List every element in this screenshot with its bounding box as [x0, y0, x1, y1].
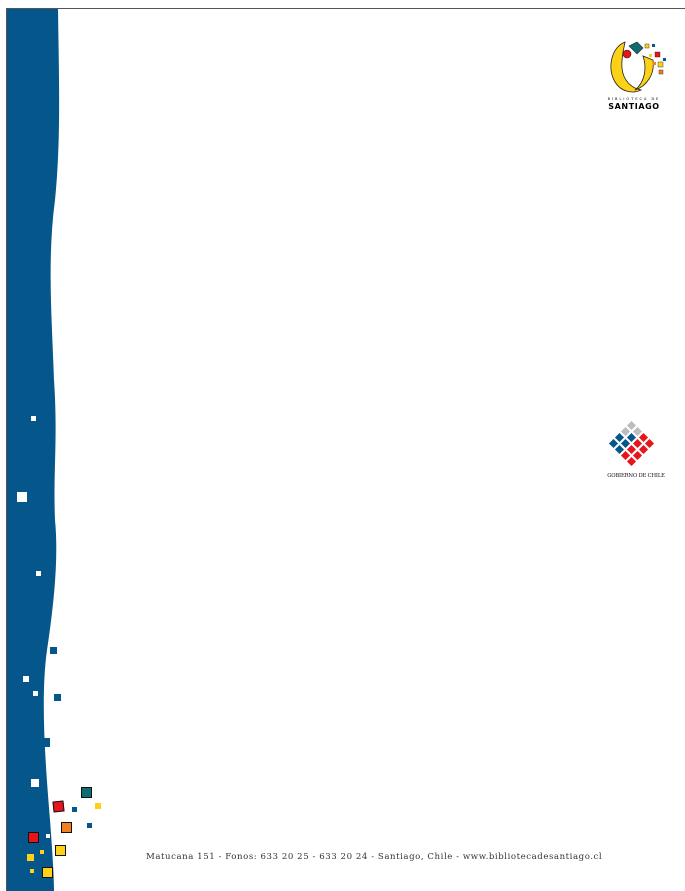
yellow-square	[42, 867, 53, 878]
red-square	[28, 832, 39, 843]
gobierno-emblem-icon	[608, 420, 655, 467]
yellow-square	[40, 850, 44, 854]
teal-square	[50, 647, 57, 654]
yellow-square	[30, 869, 34, 873]
teal-square	[81, 787, 92, 798]
white-square	[46, 834, 50, 838]
yellow-square	[55, 845, 66, 856]
gobierno-label: GOBIERNO DE CHILE	[607, 473, 665, 479]
page-frame	[6, 8, 685, 891]
blue-square	[41, 738, 50, 747]
yellow-square	[27, 854, 34, 861]
white-square	[31, 779, 39, 787]
biblioteca-santiago-logo: BIBLIOTECA DE SANTIAGO	[603, 38, 671, 116]
logo-small-text: BIBLIOTECA DE	[607, 97, 661, 101]
footer-address: Matucana 151 - Fonos: 633 20 25 - 633 20…	[146, 852, 603, 862]
white-square	[36, 571, 41, 576]
orange-square	[61, 822, 72, 833]
white-square	[17, 492, 27, 502]
white-square	[31, 416, 36, 421]
logo-big-text: SANTIAGO	[608, 102, 660, 111]
gobierno-de-chile-logo: GOBIERNO DE CHILE	[606, 418, 666, 484]
blue-square	[54, 694, 61, 701]
white-square	[23, 676, 29, 682]
blue-square	[72, 807, 77, 812]
blue-square	[87, 823, 92, 828]
red-square	[52, 800, 65, 813]
white-square	[33, 691, 38, 696]
crescent-figure-icon	[610, 41, 666, 93]
yellow-square	[95, 803, 101, 809]
blue-wave-band	[7, 9, 60, 891]
